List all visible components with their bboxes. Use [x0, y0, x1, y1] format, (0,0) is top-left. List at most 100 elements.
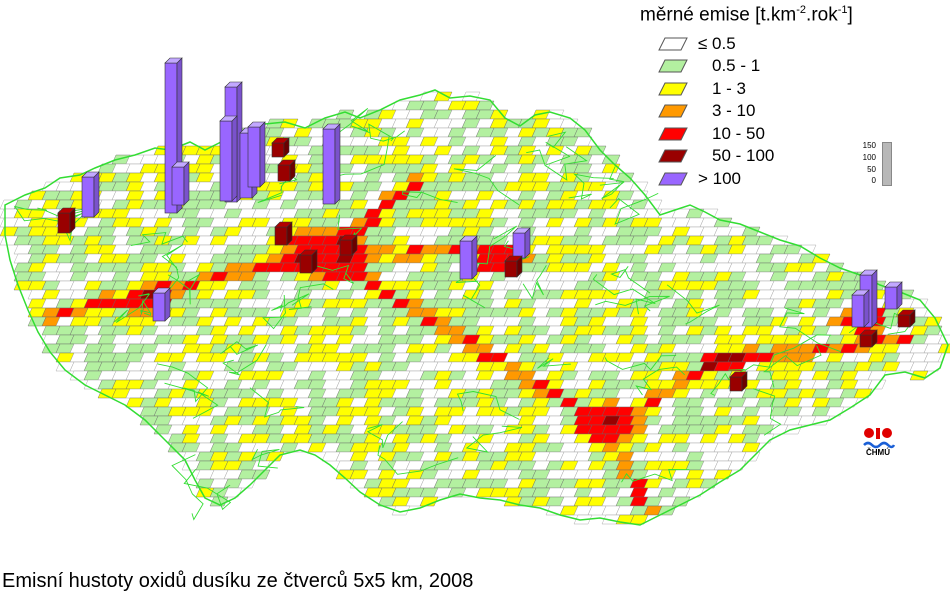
grid-cell	[237, 478, 257, 489]
district-border	[222, 344, 267, 376]
district-border	[157, 363, 209, 403]
district-border	[257, 174, 298, 204]
district-border	[595, 295, 670, 312]
district-border	[526, 146, 588, 181]
legend-swatch-3	[658, 82, 688, 96]
district-border	[366, 421, 403, 449]
chmu-logo-text: ČHMÚ	[866, 448, 890, 457]
emission-column	[729, 371, 748, 392]
emission-map	[0, 57, 950, 526]
emission-column	[57, 207, 76, 234]
district-border	[710, 368, 746, 396]
scale-tick-100: 100	[862, 153, 876, 162]
district-border	[164, 382, 219, 419]
district-border	[752, 388, 782, 436]
legend-label-6: 50 - 100	[712, 146, 775, 166]
emission-column	[247, 121, 266, 188]
column-height-scale: 150 100 50 0	[842, 140, 902, 190]
district-border	[288, 283, 334, 310]
legend-item-1: ≤ 0.5	[640, 32, 890, 55]
emission-column	[504, 255, 523, 278]
emission-column	[171, 161, 190, 206]
legend-item-3: 1 - 3	[640, 77, 890, 100]
grid-cell	[839, 397, 859, 408]
district-border	[609, 192, 659, 225]
emission-column	[512, 227, 531, 259]
legend-label-3: 1 - 3	[712, 78, 747, 98]
legend-label-7: > 100	[698, 168, 742, 188]
district-border	[183, 468, 232, 511]
grid-cell	[657, 505, 677, 516]
district-border	[610, 266, 651, 294]
district-border	[462, 225, 517, 265]
legend-swatch-2	[658, 59, 688, 73]
district-border	[744, 334, 832, 372]
scale-bar	[882, 142, 892, 186]
emission-column	[322, 123, 341, 205]
emission-column	[459, 235, 478, 280]
legend-item-4: 3 - 10	[640, 100, 890, 123]
legend: měrné emise [t.km-2.rok-1] ≤ 0.5 0.5 - 1…	[640, 4, 890, 190]
emission-column	[277, 159, 296, 182]
legend-swatch-1	[658, 37, 688, 51]
grid-cell	[223, 487, 243, 498]
chmu-logo-icon	[863, 428, 896, 449]
emission-column	[219, 115, 238, 202]
district-border	[666, 284, 720, 325]
grid-cell	[629, 514, 649, 525]
district-border	[545, 131, 571, 166]
legend-title-main: měrné emise [t.km	[640, 4, 797, 26]
grid-cell	[419, 496, 439, 507]
district-border	[368, 123, 405, 142]
chmu-logo: ČHMÚ	[862, 426, 902, 462]
emission-column	[339, 234, 358, 256]
district-border	[161, 244, 184, 289]
emission-column	[271, 137, 290, 158]
district-border	[338, 108, 371, 134]
legend-title-exponent-2: -1	[837, 4, 848, 16]
district-border	[537, 357, 571, 369]
district-border	[249, 387, 305, 418]
district-border	[251, 448, 280, 469]
district-border	[13, 205, 66, 223]
legend-label-1: ≤ 0.5	[698, 33, 736, 53]
district-border	[465, 425, 523, 453]
district-border	[262, 294, 287, 330]
emission-column	[152, 287, 171, 322]
legend-title-exponent-1: -2	[796, 4, 807, 16]
legend-swatch-5	[658, 127, 688, 141]
grid-cell	[671, 496, 691, 507]
district-border	[402, 191, 458, 204]
legend-label-2: 0.5 - 1	[712, 56, 761, 76]
country-border	[4, 89, 949, 526]
emission-column	[859, 329, 878, 348]
district-border	[621, 469, 690, 483]
district-border	[592, 274, 656, 315]
district-border	[763, 345, 822, 388]
emission-columns	[57, 57, 916, 392]
district-border	[568, 173, 614, 200]
district-border	[635, 366, 686, 396]
district-border	[167, 273, 201, 305]
emission-column	[884, 281, 903, 310]
grid-cell	[391, 505, 411, 516]
emission-grid	[0, 91, 950, 525]
scale-tick-50: 50	[867, 165, 876, 174]
map-caption: Emisní hustoty oxidů dusíku ze čtverců 5…	[2, 570, 474, 592]
legend-title-end: ]	[847, 4, 853, 26]
scale-tick-0: 0	[871, 176, 876, 185]
legend-label-5: 10 - 50	[712, 123, 765, 143]
district-border	[599, 166, 625, 199]
district-border	[455, 273, 486, 309]
district-border	[779, 307, 842, 353]
district-border	[113, 293, 151, 323]
legend-list: ≤ 0.5 0.5 - 1 1 - 3 3 - 10 10 - 50 50 - …	[640, 32, 890, 190]
district-border	[456, 391, 520, 420]
legend-title-mid: .rok	[806, 4, 838, 26]
district-border	[522, 265, 547, 300]
emission-column	[897, 309, 916, 328]
emission-column	[299, 249, 318, 274]
legend-swatch-4	[658, 104, 688, 118]
legend-label-4: 3 - 10	[712, 101, 756, 121]
legend-item-2: 0.5 - 1	[640, 55, 890, 78]
